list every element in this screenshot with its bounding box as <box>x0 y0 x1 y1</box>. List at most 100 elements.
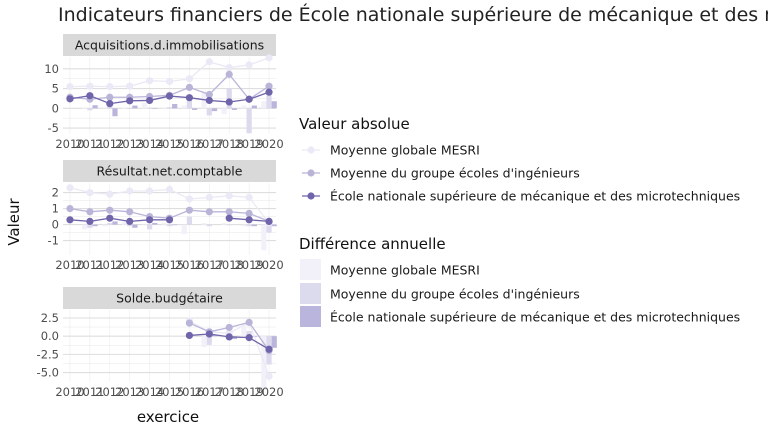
facet-strip <box>63 160 276 182</box>
y-tick-label: 10 <box>44 62 59 76</box>
facet-strip-label: Résultat.net.comptable <box>97 164 243 179</box>
x-tick-label: 2012 <box>95 137 124 151</box>
series-point <box>185 319 194 327</box>
series-point <box>126 97 134 105</box>
series-point <box>145 216 154 224</box>
series-point <box>106 190 114 198</box>
series-point <box>106 214 114 222</box>
series-point <box>265 82 273 90</box>
series-point <box>66 83 74 91</box>
series-point <box>165 185 174 193</box>
diff-bar <box>82 107 88 109</box>
x-tick-label: 2019 <box>234 137 263 151</box>
legend: Valeur absolue Différence annuelle Moyen… <box>299 115 740 327</box>
diff-bar <box>172 224 178 226</box>
diff-bar <box>146 107 153 109</box>
legend-bar-label: Moyenne globale MESRI <box>330 263 480 278</box>
series-point <box>106 206 114 214</box>
legend-line-label: Moyenne du groupe écoles d'ingénieurs <box>330 166 580 181</box>
diff-bar <box>166 224 173 227</box>
diff-bar <box>211 334 218 337</box>
diff-bar <box>201 223 207 225</box>
series-point <box>145 187 154 195</box>
legend-line-title: Valeur absolue <box>299 115 410 133</box>
diff-bar <box>127 108 133 109</box>
legend-line-label: Moyenne globale MESRI <box>330 143 480 158</box>
diff-bar <box>82 224 88 230</box>
diff-bar <box>211 108 218 112</box>
series-point <box>205 330 213 338</box>
series-point <box>165 77 174 86</box>
diff-bar <box>221 223 227 225</box>
series-point <box>185 195 194 203</box>
diff-bar <box>206 108 212 116</box>
facet-panel: Solde.budgétaire-5.0-2.50.02.52010201120… <box>37 287 284 399</box>
x-tick-label: 2019 <box>234 385 263 399</box>
series-point <box>245 318 253 326</box>
legend-bar-label: École nationale supérieure de mécanique … <box>330 310 740 325</box>
diff-bar <box>251 224 257 227</box>
y-tick-label: -2.5 <box>37 347 59 361</box>
legend-point-key <box>307 146 315 154</box>
x-tick-label: 2016 <box>175 385 204 399</box>
x-axis-title: exercice <box>137 408 199 426</box>
series-point <box>205 193 213 201</box>
series-point <box>185 83 194 92</box>
diff-bar <box>161 223 167 225</box>
diff-bar <box>107 106 113 109</box>
x-tick-label: 2014 <box>135 385 164 399</box>
x-tick-label: 2020 <box>254 137 283 151</box>
series-point <box>205 90 213 99</box>
y-tick-label: 2.5 <box>41 311 59 325</box>
diff-bar <box>112 221 118 225</box>
diff-bar <box>266 224 272 233</box>
x-tick-label: 2014 <box>135 258 164 272</box>
y-tick-label: 0 <box>52 101 59 115</box>
chart-title: Indicateurs financiers de École national… <box>58 3 768 26</box>
diff-bar <box>146 224 153 230</box>
x-tick-label: 2017 <box>195 137 224 151</box>
facet-panels: Acquisitions.d.immobilisations-505102010… <box>37 34 284 399</box>
x-tick-label: 2015 <box>155 385 184 399</box>
x-tick-label: 2016 <box>175 258 204 272</box>
series-point <box>185 75 194 83</box>
series-point <box>86 217 94 225</box>
x-tick-label: 2015 <box>155 137 184 151</box>
diff-bar <box>186 100 193 109</box>
y-tick-label: 0.0 <box>41 329 59 343</box>
series-point <box>225 64 233 72</box>
x-tick-label: 2010 <box>55 137 84 151</box>
x-tick-label: 2013 <box>115 137 144 151</box>
series-point <box>145 77 154 85</box>
diff-bar <box>92 105 98 109</box>
legend-bar-label: Moyenne du groupe écoles d'ingénieurs <box>330 287 580 302</box>
diff-bar <box>226 224 232 226</box>
series-point <box>106 99 114 108</box>
x-tick-label: 2015 <box>155 258 184 272</box>
diff-bar <box>132 224 138 228</box>
diff-bar <box>101 108 108 109</box>
diff-bar <box>206 224 212 227</box>
diff-bar <box>251 105 257 109</box>
diff-bar <box>127 224 133 227</box>
y-tick-label: 2 <box>52 186 59 200</box>
y-tick-label: 0 <box>52 218 59 232</box>
facet-strip-label: Acquisitions.d.immobilisations <box>75 38 264 53</box>
diff-bar <box>221 108 227 115</box>
series-point <box>126 82 134 90</box>
x-tick-label: 2020 <box>254 258 283 272</box>
diff-bar <box>261 224 267 251</box>
x-tick-label: 2011 <box>75 385 104 399</box>
series-point <box>86 82 94 90</box>
x-tick-label: 2010 <box>55 385 84 399</box>
diff-bar <box>87 108 93 111</box>
x-tick-label: 2011 <box>75 258 104 272</box>
series-point <box>225 208 233 216</box>
x-tick-label: 2011 <box>75 137 104 151</box>
x-tick-label: 2018 <box>215 137 244 151</box>
diff-bar <box>231 108 238 110</box>
x-tick-label: 2019 <box>234 258 263 272</box>
diff-bar <box>226 88 232 109</box>
diff-bar <box>241 325 247 337</box>
diff-bar <box>121 107 128 109</box>
